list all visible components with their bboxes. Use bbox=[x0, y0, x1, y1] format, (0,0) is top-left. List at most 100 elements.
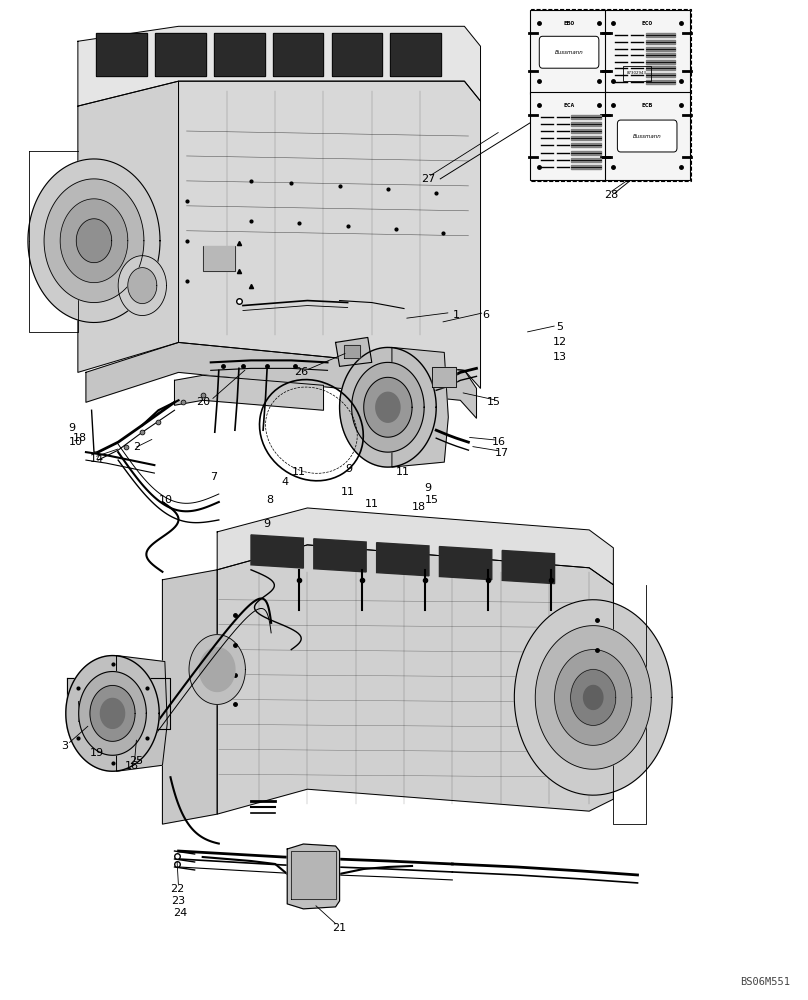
Polygon shape bbox=[179, 81, 481, 388]
Polygon shape bbox=[351, 362, 424, 452]
Polygon shape bbox=[162, 570, 217, 824]
Polygon shape bbox=[78, 672, 146, 755]
FancyBboxPatch shape bbox=[604, 10, 690, 94]
Polygon shape bbox=[217, 508, 613, 585]
Text: 4: 4 bbox=[281, 477, 288, 487]
Text: 24: 24 bbox=[173, 908, 187, 918]
Polygon shape bbox=[535, 626, 651, 769]
Text: 7: 7 bbox=[209, 472, 217, 482]
Polygon shape bbox=[646, 47, 675, 51]
Polygon shape bbox=[571, 158, 601, 162]
Text: 15: 15 bbox=[487, 397, 501, 407]
Polygon shape bbox=[571, 143, 601, 147]
Polygon shape bbox=[432, 367, 457, 387]
Text: 11: 11 bbox=[341, 487, 355, 497]
Text: 9: 9 bbox=[346, 464, 353, 474]
Text: 11: 11 bbox=[292, 467, 306, 477]
Text: ECB: ECB bbox=[642, 103, 653, 108]
Polygon shape bbox=[503, 550, 554, 584]
Polygon shape bbox=[646, 80, 675, 84]
Text: 5: 5 bbox=[556, 322, 563, 332]
Polygon shape bbox=[646, 40, 675, 44]
Text: 21: 21 bbox=[333, 923, 347, 933]
Text: 12: 12 bbox=[553, 337, 566, 347]
Polygon shape bbox=[390, 33, 441, 76]
Text: 3: 3 bbox=[61, 741, 68, 751]
Text: 13: 13 bbox=[553, 352, 566, 362]
Polygon shape bbox=[100, 698, 124, 728]
Polygon shape bbox=[118, 256, 166, 316]
FancyBboxPatch shape bbox=[617, 120, 677, 152]
Polygon shape bbox=[515, 600, 672, 795]
Polygon shape bbox=[571, 122, 601, 126]
Text: 18: 18 bbox=[74, 433, 87, 443]
Text: 26: 26 bbox=[294, 367, 308, 377]
Text: 18: 18 bbox=[411, 502, 426, 512]
FancyBboxPatch shape bbox=[530, 10, 608, 94]
Polygon shape bbox=[571, 151, 601, 155]
Text: 10: 10 bbox=[69, 437, 82, 447]
Polygon shape bbox=[200, 648, 235, 691]
Text: 9: 9 bbox=[69, 423, 76, 433]
Polygon shape bbox=[377, 543, 429, 576]
Text: ECO: ECO bbox=[642, 21, 653, 26]
Polygon shape bbox=[44, 179, 144, 303]
Text: 25: 25 bbox=[129, 756, 144, 766]
Text: 14: 14 bbox=[90, 454, 103, 464]
Text: 10: 10 bbox=[158, 495, 173, 505]
Polygon shape bbox=[251, 535, 303, 568]
Polygon shape bbox=[86, 342, 477, 418]
Polygon shape bbox=[339, 347, 436, 467]
Text: 9: 9 bbox=[424, 483, 431, 493]
Polygon shape bbox=[214, 33, 265, 76]
Polygon shape bbox=[116, 656, 167, 771]
Polygon shape bbox=[76, 219, 112, 263]
Text: Bussmann: Bussmann bbox=[555, 50, 583, 55]
Text: 11: 11 bbox=[364, 499, 379, 509]
Polygon shape bbox=[554, 650, 632, 745]
Polygon shape bbox=[90, 685, 135, 741]
FancyBboxPatch shape bbox=[530, 92, 608, 180]
Text: 11: 11 bbox=[395, 467, 410, 477]
Polygon shape bbox=[440, 547, 492, 580]
Polygon shape bbox=[291, 851, 335, 899]
Text: 16: 16 bbox=[492, 437, 506, 447]
Polygon shape bbox=[78, 701, 126, 721]
Text: 6: 6 bbox=[482, 310, 490, 320]
Polygon shape bbox=[128, 268, 157, 304]
Polygon shape bbox=[28, 159, 160, 322]
Polygon shape bbox=[78, 81, 179, 372]
Polygon shape bbox=[364, 377, 412, 437]
Polygon shape bbox=[78, 26, 481, 106]
Polygon shape bbox=[96, 33, 147, 76]
Text: 19: 19 bbox=[90, 748, 103, 758]
Text: 15: 15 bbox=[425, 495, 440, 505]
FancyBboxPatch shape bbox=[539, 36, 599, 68]
Polygon shape bbox=[217, 545, 613, 814]
Polygon shape bbox=[67, 678, 170, 729]
Text: 9: 9 bbox=[263, 519, 271, 529]
Polygon shape bbox=[203, 246, 235, 271]
Polygon shape bbox=[583, 685, 603, 709]
Polygon shape bbox=[287, 844, 339, 909]
Polygon shape bbox=[335, 337, 372, 366]
Text: 27: 27 bbox=[421, 174, 436, 184]
Polygon shape bbox=[571, 129, 601, 133]
Polygon shape bbox=[571, 165, 601, 169]
Polygon shape bbox=[343, 345, 360, 358]
Polygon shape bbox=[314, 539, 366, 572]
Text: 28: 28 bbox=[604, 190, 619, 200]
Polygon shape bbox=[392, 347, 448, 467]
Polygon shape bbox=[376, 392, 400, 422]
Text: 87302943: 87302943 bbox=[627, 71, 646, 75]
Polygon shape bbox=[189, 635, 246, 704]
Text: 22: 22 bbox=[170, 884, 184, 894]
Polygon shape bbox=[646, 33, 675, 37]
Polygon shape bbox=[570, 670, 616, 725]
Text: 2: 2 bbox=[133, 442, 141, 452]
Text: BS06M551: BS06M551 bbox=[740, 977, 790, 987]
Polygon shape bbox=[646, 73, 675, 77]
Polygon shape bbox=[60, 199, 128, 283]
Polygon shape bbox=[331, 33, 382, 76]
Text: 8: 8 bbox=[266, 495, 273, 505]
